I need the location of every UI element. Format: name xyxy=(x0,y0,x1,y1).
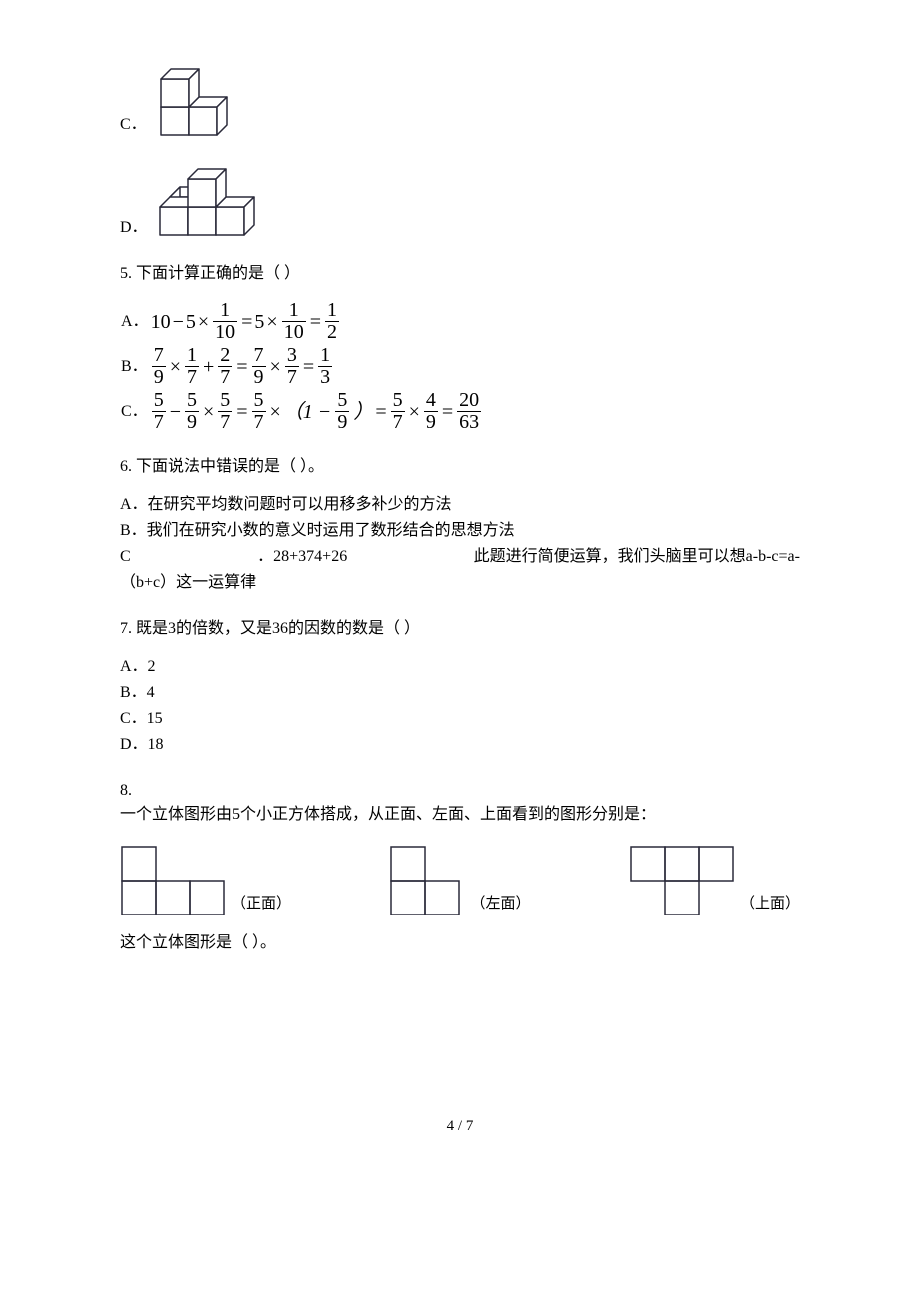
fraction: 49 xyxy=(422,390,440,433)
fraction: 57 xyxy=(150,390,168,433)
top-view: （上面） xyxy=(629,845,800,915)
front-view: （正面） xyxy=(120,845,291,915)
fraction: 59 xyxy=(183,390,201,433)
option-label: D． xyxy=(120,216,148,240)
fraction: 79 xyxy=(150,345,168,388)
q6-stem: 6. 下面说法中错误的是（ ）。 xyxy=(120,455,800,479)
option-label: B． xyxy=(121,355,148,379)
q7-option-b: B．4 xyxy=(120,681,800,705)
left-view-label: （左面） xyxy=(470,893,530,916)
fraction: 57 xyxy=(216,390,234,433)
fraction: 27 xyxy=(216,345,234,388)
q6-option-b: B．我们在研究小数的意义时运用了数形结合的思想方法 xyxy=(120,519,800,543)
q6-options: A．在研究平均数问题时可以用移多补少的方法 B．我们在研究小数的意义时运用了数形… xyxy=(120,493,800,595)
q7-options: A．2 B．4 C．15 D．18 xyxy=(120,655,800,757)
cube-figure-d xyxy=(152,155,282,240)
q6-option-a: A．在研究平均数问题时可以用移多补少的方法 xyxy=(120,493,800,517)
q5-option-c: C． 57 − 59 × 57 = 57 × （1 − 59 ） = 57 × … xyxy=(120,390,800,433)
q5-option-b: B． 79 × 17 + 27 = 79 × 37 = 13 xyxy=(120,345,800,388)
q8-views-row: （正面） （左面） （上面） xyxy=(120,845,800,915)
fraction: 2063 xyxy=(455,390,483,433)
q7-stem: 7. 既是3的倍数，又是36的因数的数是（ ） xyxy=(120,617,800,641)
q7-option-d: D．18 xyxy=(120,733,800,757)
fraction: 13 xyxy=(316,345,334,388)
q4-option-d: D． xyxy=(120,155,800,240)
fraction: 110 xyxy=(280,300,308,343)
fraction: 17 xyxy=(183,345,201,388)
q4-option-c: C． xyxy=(120,62,800,137)
q8-stem-num: 8. xyxy=(120,779,800,803)
fraction: 37 xyxy=(283,345,301,388)
q7-option-c: C．15 xyxy=(120,707,800,731)
front-view-label: （正面） xyxy=(231,893,291,916)
option-label: A． xyxy=(121,310,149,334)
left-view: （左面） xyxy=(389,845,530,915)
option-label: C． xyxy=(121,400,148,424)
page-number: 4 / 7 xyxy=(120,1115,800,1138)
q5-stem: 5. 下面计算正确的是（ ） xyxy=(120,262,800,286)
q6-option-c-line1: C ．28+374+26 此题进行简便运算，我们头脑里可以想a-b-c=a- xyxy=(120,545,800,569)
fraction: 57 xyxy=(389,390,407,433)
fraction: 110 xyxy=(211,300,239,343)
q5-option-a: A． 10 − 5 × 110 = 5 × 110 = 12 xyxy=(120,300,800,343)
fraction: 79 xyxy=(250,345,268,388)
cube-figure-c xyxy=(151,62,251,137)
q7-option-a: A．2 xyxy=(120,655,800,679)
option-label: C． xyxy=(120,113,147,137)
q8-after: 这个立体图形是（ ）。 xyxy=(120,931,800,955)
top-view-label: （上面） xyxy=(740,893,800,916)
q8-stem-text: 一个立体图形由5个小正方体搭成，从正面、左面、上面看到的图形分别是： xyxy=(120,803,800,827)
fraction: 12 xyxy=(323,300,341,343)
fraction: 59 xyxy=(333,390,351,433)
q6-option-c-line2: （b+c）这一运算律 xyxy=(120,571,800,595)
fraction: 57 xyxy=(250,390,268,433)
